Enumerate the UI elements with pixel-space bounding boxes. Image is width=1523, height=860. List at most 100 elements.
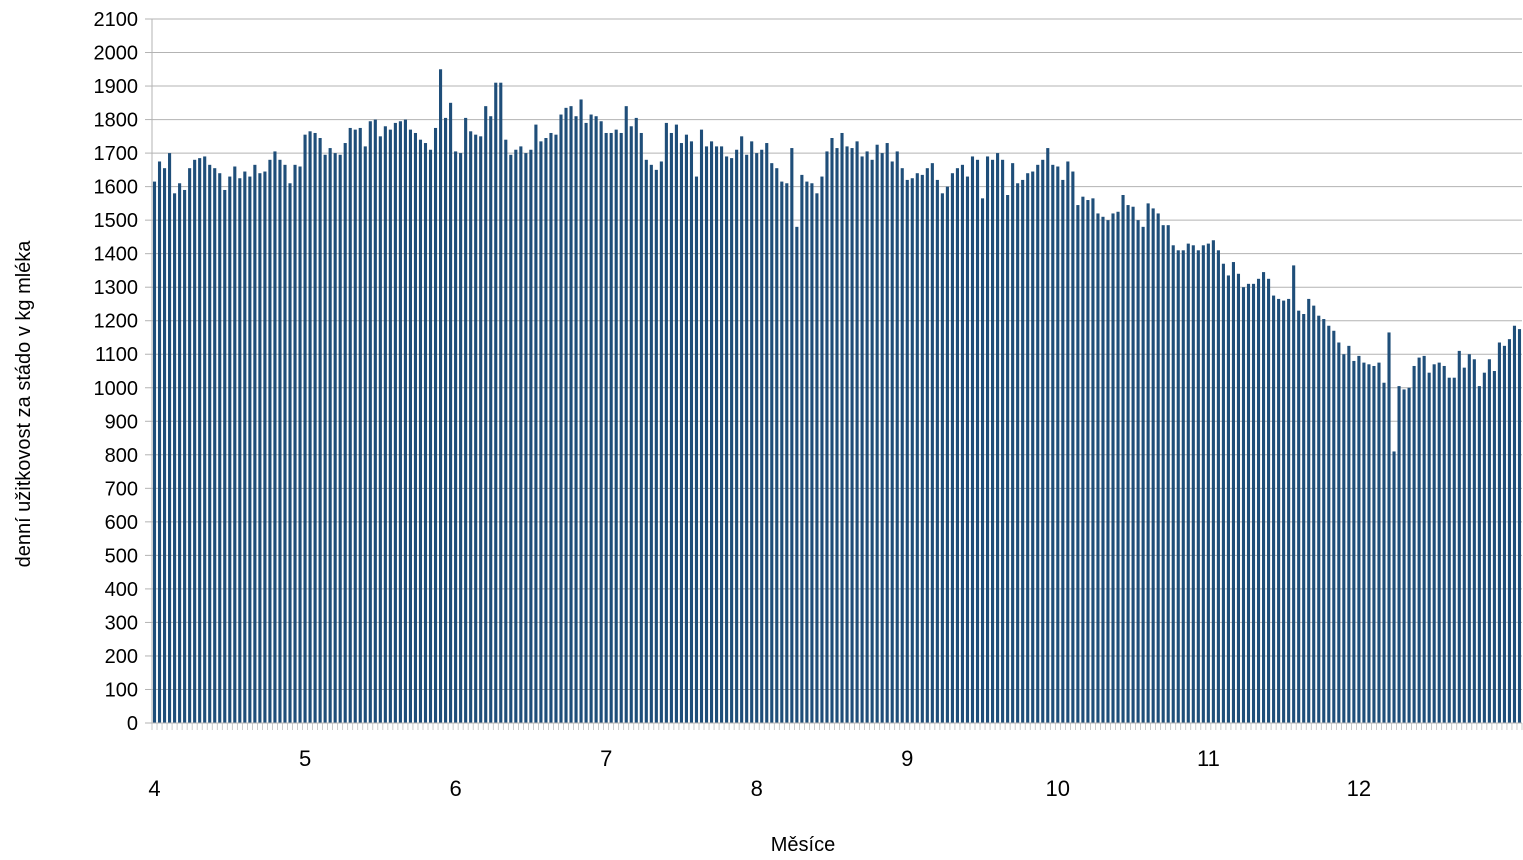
bar bbox=[740, 136, 744, 723]
bar bbox=[193, 159, 197, 724]
bar bbox=[1292, 265, 1296, 723]
y-tick-label: 700 bbox=[105, 478, 138, 500]
bar bbox=[1236, 273, 1241, 723]
bar bbox=[1272, 295, 1276, 723]
bar bbox=[725, 156, 729, 723]
bar bbox=[1507, 339, 1512, 723]
bar bbox=[1081, 196, 1085, 723]
bar bbox=[484, 106, 488, 723]
bar bbox=[765, 143, 769, 724]
bar bbox=[805, 181, 809, 724]
bar bbox=[1497, 342, 1501, 723]
bar bbox=[1417, 357, 1421, 723]
bar bbox=[358, 127, 362, 723]
bar bbox=[1357, 355, 1361, 723]
y-axis-title: denní užitkovost za stádo v kg mléka bbox=[13, 240, 35, 568]
bar bbox=[1512, 325, 1517, 723]
bar bbox=[1347, 345, 1351, 723]
bar bbox=[855, 141, 859, 724]
bar bbox=[1267, 278, 1271, 723]
bar bbox=[1382, 382, 1386, 723]
bar bbox=[1477, 386, 1481, 723]
bar bbox=[1322, 319, 1326, 723]
bar bbox=[1121, 195, 1125, 723]
bar bbox=[1146, 203, 1150, 723]
bar bbox=[1241, 287, 1246, 723]
bar bbox=[519, 146, 523, 723]
bar bbox=[318, 138, 322, 723]
bar bbox=[940, 193, 944, 723]
bar bbox=[524, 153, 528, 724]
y-tick-label: 100 bbox=[105, 679, 138, 701]
bar bbox=[423, 143, 428, 724]
bar bbox=[875, 144, 879, 723]
bar bbox=[162, 168, 167, 723]
bar bbox=[499, 82, 503, 723]
bar bbox=[509, 154, 513, 723]
bar bbox=[905, 179, 909, 723]
y-tick-label: 2000 bbox=[94, 43, 139, 65]
bar bbox=[549, 132, 553, 724]
bar bbox=[1377, 362, 1381, 723]
bar bbox=[258, 173, 262, 723]
bar bbox=[1186, 243, 1190, 724]
bar bbox=[373, 119, 377, 723]
y-tick-label: 1400 bbox=[94, 244, 139, 266]
bar bbox=[619, 132, 623, 724]
bar bbox=[268, 159, 272, 724]
bar bbox=[965, 176, 970, 723]
bar bbox=[720, 146, 724, 723]
bar bbox=[1051, 164, 1055, 723]
bar bbox=[203, 156, 207, 723]
bar bbox=[1517, 329, 1522, 723]
bar bbox=[890, 161, 894, 724]
bar bbox=[1256, 278, 1261, 723]
bar bbox=[1462, 367, 1466, 723]
bar bbox=[454, 151, 458, 724]
bar bbox=[1096, 213, 1100, 723]
bar bbox=[584, 122, 588, 724]
x-tick-label: 6 bbox=[449, 776, 461, 801]
bar bbox=[790, 148, 794, 723]
bar bbox=[900, 168, 904, 723]
bar bbox=[1001, 159, 1005, 724]
y-tick-label: 800 bbox=[105, 445, 138, 467]
bar bbox=[1482, 372, 1486, 723]
bar bbox=[1201, 245, 1205, 724]
bar bbox=[795, 226, 799, 723]
bar bbox=[433, 127, 438, 723]
bar bbox=[1226, 275, 1230, 723]
bar bbox=[970, 156, 975, 723]
bar bbox=[1437, 362, 1441, 723]
x-tick-label: 5 bbox=[299, 746, 311, 771]
bar bbox=[1467, 354, 1471, 723]
bar bbox=[1412, 365, 1416, 723]
bar bbox=[865, 151, 869, 724]
x-tick-label: 7 bbox=[600, 746, 612, 771]
bar bbox=[1011, 163, 1015, 723]
bar bbox=[1407, 387, 1411, 723]
y-tick-label: 200 bbox=[105, 646, 138, 668]
y-tick-label: 1600 bbox=[94, 177, 139, 199]
bar bbox=[278, 159, 282, 724]
bar bbox=[1387, 332, 1391, 723]
axes bbox=[151, 19, 1523, 730]
bar bbox=[388, 129, 392, 723]
bar bbox=[704, 146, 709, 723]
bar bbox=[1056, 166, 1060, 723]
bar bbox=[760, 149, 764, 724]
x-tick-labels: 4 5 6 7 8 9 10 11 12 bbox=[148, 746, 1371, 801]
bar bbox=[1036, 164, 1040, 723]
y-tick-label: 500 bbox=[105, 545, 138, 567]
bar bbox=[996, 153, 1000, 724]
bar bbox=[780, 181, 784, 724]
bar bbox=[810, 183, 814, 723]
bar bbox=[1041, 159, 1045, 724]
x-tick-label: 11 bbox=[1197, 746, 1220, 771]
x-tick-label: 8 bbox=[751, 776, 763, 801]
bar bbox=[1016, 183, 1020, 723]
bar bbox=[1161, 225, 1165, 724]
bar bbox=[785, 183, 789, 723]
bar bbox=[1206, 243, 1210, 724]
bar bbox=[323, 154, 327, 723]
